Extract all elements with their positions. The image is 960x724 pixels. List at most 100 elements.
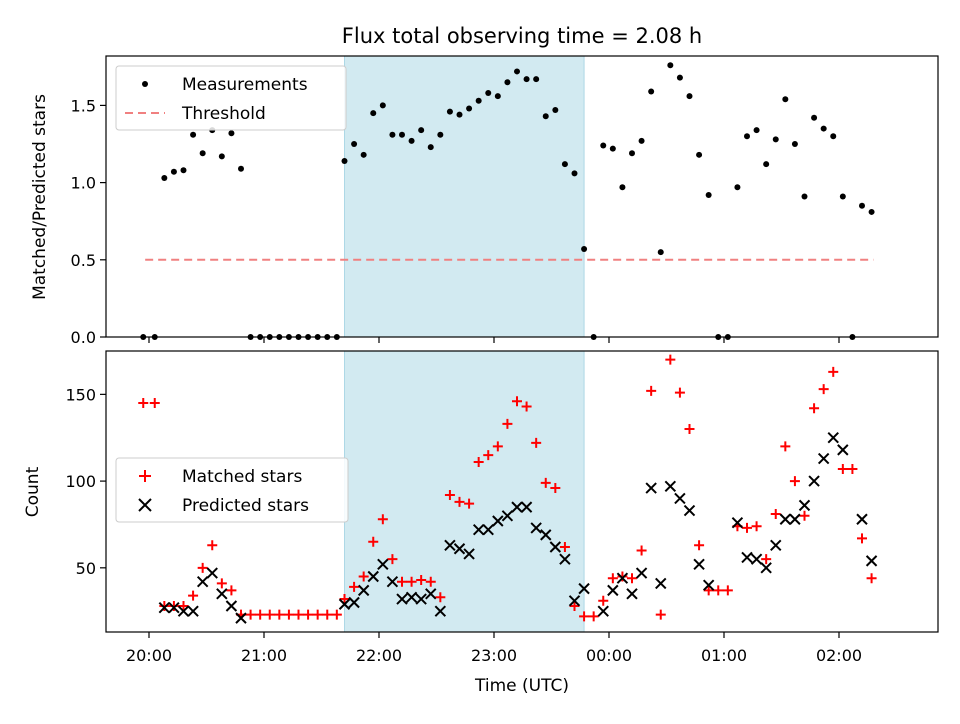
matched-star-point [425, 576, 436, 587]
matched-star-point [665, 354, 676, 365]
matched-star-point [216, 578, 227, 589]
measurement-point [772, 136, 779, 143]
measurement-point [619, 184, 626, 191]
measurement-point [170, 168, 177, 175]
predicted-star-point [235, 612, 247, 624]
measurement-point [571, 170, 578, 177]
predicted-star-point [168, 602, 180, 614]
measurement-point [686, 93, 693, 100]
matched-star-point [780, 441, 791, 452]
measurement-point [830, 133, 837, 140]
predicted-star-point [338, 598, 351, 610]
measurement-point [370, 110, 377, 117]
matched-star-point [646, 385, 657, 396]
x-tick-label: 01:00 [701, 646, 747, 665]
matched-star-point [694, 540, 705, 551]
predicted-star-point [865, 555, 878, 567]
predicted-star-point [511, 501, 523, 513]
matched-star-point [837, 463, 848, 474]
matched-star-point [226, 585, 237, 596]
matched-star-point [569, 600, 580, 611]
measurement-point [523, 76, 530, 83]
predicted-star-point [693, 558, 705, 571]
top-y-axis-label: Matched/Predicted stars [30, 94, 50, 300]
predicted-star-point [827, 432, 839, 444]
predicted-star-point [664, 480, 677, 493]
predicted-star-point [549, 541, 562, 553]
measurement-point [446, 108, 453, 115]
matched-star-point [303, 609, 314, 620]
matched-star-point [138, 398, 149, 409]
measurement-point [504, 79, 511, 86]
measurement-point [466, 105, 473, 112]
matched-star-point [454, 496, 465, 507]
top-series-0 [140, 62, 875, 340]
predicted-star-point [607, 584, 619, 597]
predicted-star-point [540, 529, 552, 541]
measurement-point [542, 113, 549, 120]
measurement-point [782, 96, 789, 103]
matched-star-point [818, 384, 829, 395]
predicted-star-point [444, 539, 456, 551]
top-axes-frame [105, 55, 939, 338]
x-tick-label: 00:00 [586, 646, 632, 665]
predicted-star-point [798, 499, 811, 512]
measurement-point [351, 141, 358, 148]
predicted-star-point [501, 510, 514, 522]
matched-star-point [397, 576, 407, 587]
bottom-legend-label: Matched stars [182, 467, 302, 487]
predicted-star-point [559, 553, 571, 565]
measurement-point [437, 131, 444, 138]
predicted-star-point [177, 605, 190, 617]
predicted-star-point [396, 593, 408, 605]
bottom-y-axis-label: Count [23, 466, 43, 517]
matched-star-point [444, 489, 455, 500]
matched-star-point [636, 545, 647, 556]
matched-star-point [799, 510, 810, 521]
measurement-point [763, 161, 770, 168]
bottom-legend-label: Predicted stars [182, 496, 309, 516]
matched-star-point [540, 477, 551, 488]
measurement-point [734, 184, 741, 191]
predicted-star-point [530, 522, 542, 534]
predicted-star-point [405, 591, 418, 604]
matched-star-point [866, 573, 877, 584]
measurement-point [667, 62, 674, 69]
matched-star-point [358, 571, 369, 582]
matched-star-point [387, 554, 398, 565]
matched-star-point [655, 609, 666, 620]
matched-star-point [197, 562, 208, 573]
matched-star-point [178, 600, 189, 611]
top-legend-box [115, 65, 347, 131]
measurement-point [494, 93, 501, 100]
bottom-series-1 [158, 432, 878, 624]
measurement-point [859, 202, 865, 209]
predicted-star-point [683, 504, 696, 517]
measurement-point [475, 97, 482, 104]
measurement-point [360, 151, 367, 158]
matched-star-point [368, 536, 379, 547]
predicted-star-point [216, 588, 228, 600]
predicted-star-point [463, 548, 475, 560]
measurement-point [696, 151, 703, 158]
measurement-point [609, 145, 616, 152]
matched-star-point [283, 609, 294, 620]
top-y-tick-label: 0.0 [71, 328, 96, 347]
measurement-point [820, 125, 827, 132]
top-y-tick-label: 1.5 [71, 96, 96, 115]
predicted-star-point [568, 595, 581, 607]
bottom-y-tick-label: 100 [65, 472, 96, 491]
matched-star-point [255, 609, 266, 620]
measurement-point [456, 111, 463, 118]
predicted-star-point [616, 572, 629, 584]
predicted-star-point [225, 600, 238, 612]
predicted-star-point [453, 543, 466, 555]
top-legend-label: Threshold [181, 104, 266, 124]
matched-star-point [531, 437, 542, 448]
matched-star-point [789, 476, 800, 487]
predicted-star-point [492, 515, 504, 527]
matched-star-point [579, 611, 590, 622]
matched-star-point [627, 573, 637, 584]
predicted-star-point [731, 517, 744, 529]
top-legend-label: Measurements [182, 75, 308, 95]
